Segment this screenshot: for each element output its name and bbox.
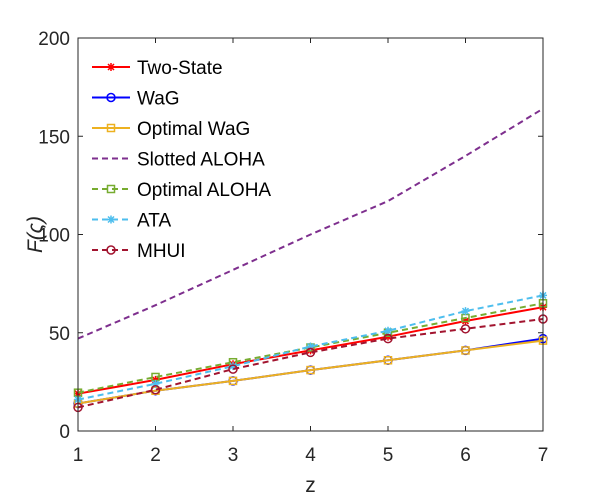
series-slotted-aloha bbox=[77, 107, 544, 340]
data-point-mhui bbox=[305, 347, 316, 358]
legend-marker-two-state bbox=[107, 63, 115, 71]
legend-item-two-state: Two-State bbox=[92, 58, 223, 79]
data-point-optimal-wag bbox=[383, 356, 393, 365]
data-point-mhui bbox=[228, 364, 238, 374]
y-tick-label: 50 bbox=[49, 324, 70, 345]
data-point-ata bbox=[151, 379, 160, 388]
data-point-mhui bbox=[383, 333, 393, 344]
legend-marker-optimal-wag bbox=[106, 123, 116, 133]
x-tick-label: 2 bbox=[150, 445, 161, 466]
legend-marker-wag bbox=[106, 92, 116, 103]
x-tick-label: 1 bbox=[73, 445, 84, 466]
x-tick-label: 4 bbox=[305, 445, 316, 466]
legend-label-ata: ATA bbox=[137, 211, 171, 232]
series-line-mhui bbox=[77, 318, 544, 409]
legend-label-slotted-aloha: Slotted ALOHA bbox=[137, 150, 265, 171]
legend-label-optimal-aloha: Optimal ALOHA bbox=[137, 180, 271, 201]
legend-label-wag: WaG bbox=[137, 89, 180, 110]
data-point-ata bbox=[306, 342, 315, 351]
legend: Two-State WaG Optimal WaG Slotted ALOHA Opti… bbox=[92, 58, 271, 262]
legend-marker-ata bbox=[107, 215, 115, 224]
data-point-ata bbox=[229, 362, 237, 371]
legend-item-mhui: MHUI bbox=[92, 241, 186, 262]
legend-item-slotted-aloha: Slotted ALOHA bbox=[92, 150, 265, 171]
x-tick-label: 3 bbox=[228, 445, 239, 466]
legend-marker-mhui bbox=[106, 245, 116, 255]
data-point-mhui bbox=[460, 324, 471, 334]
data-point-optimal-wag bbox=[306, 365, 315, 375]
y-tick-label: 150 bbox=[38, 127, 70, 148]
legend-label-optimal-wag: Optimal WaG bbox=[137, 119, 250, 140]
legend-item-wag: WaG bbox=[92, 89, 180, 110]
x-tick-label: 7 bbox=[538, 445, 549, 466]
ticks-layer: 1 2 3 4 5 6 7 0 50 100 150 200 bbox=[38, 29, 548, 466]
legend-item-optimal-aloha: Optimal ALOHA bbox=[92, 180, 271, 201]
y-tick-label: 200 bbox=[38, 29, 70, 50]
series-line-optimal-wag bbox=[77, 339, 544, 405]
legend-item-ata: ATA bbox=[92, 211, 171, 232]
y-axis-label: F(ς) bbox=[24, 216, 47, 253]
y-tick-label: 0 bbox=[59, 422, 70, 443]
data-point-mhui bbox=[150, 384, 161, 395]
x-tick-label: 6 bbox=[460, 445, 471, 466]
legend-label-mhui: MHUI bbox=[137, 241, 186, 262]
legend-label-two-state: Two-State bbox=[137, 58, 223, 79]
legend-item-optimal-wag: Optimal WaG bbox=[92, 119, 250, 140]
legend-marker-optimal-aloha bbox=[106, 184, 116, 194]
data-point-ata bbox=[384, 326, 392, 335]
series-line-slotted-aloha bbox=[77, 107, 544, 340]
series-line-optimal-aloha bbox=[77, 302, 544, 394]
y-tick-label: 100 bbox=[38, 226, 70, 247]
data-point-optimal-wag bbox=[461, 346, 470, 355]
x-tick-label: 5 bbox=[383, 445, 394, 466]
data-point-optimal-wag bbox=[228, 376, 238, 386]
data-point-ata bbox=[461, 307, 470, 316]
x-axis-label: z bbox=[305, 474, 316, 497]
